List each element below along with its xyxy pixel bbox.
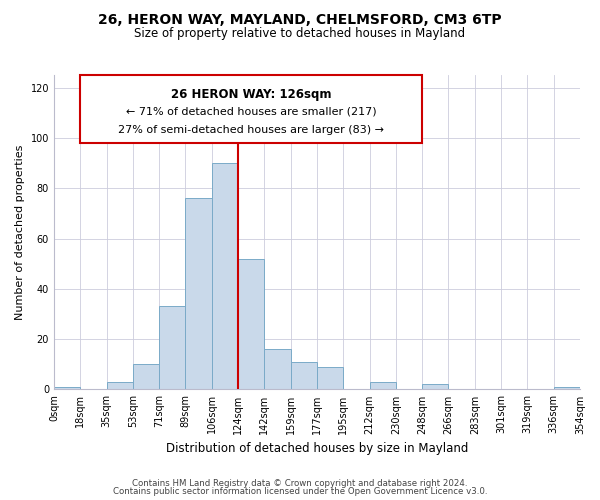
Bar xyxy=(54,387,80,390)
Text: Size of property relative to detached houses in Mayland: Size of property relative to detached ho… xyxy=(134,28,466,40)
Text: 26 HERON WAY: 126sqm: 26 HERON WAY: 126sqm xyxy=(171,88,331,101)
Text: 26, HERON WAY, MAYLAND, CHELMSFORD, CM3 6TP: 26, HERON WAY, MAYLAND, CHELMSFORD, CM3 … xyxy=(98,12,502,26)
Bar xyxy=(238,258,265,390)
Bar xyxy=(159,306,185,390)
Text: ← 71% of detached houses are smaller (217): ← 71% of detached houses are smaller (21… xyxy=(126,106,377,117)
Text: Contains public sector information licensed under the Open Government Licence v3: Contains public sector information licen… xyxy=(113,487,487,496)
Text: 27% of semi-detached houses are larger (83) →: 27% of semi-detached houses are larger (… xyxy=(118,126,384,136)
Bar xyxy=(185,198,212,390)
Bar xyxy=(265,349,290,390)
Bar xyxy=(317,367,343,390)
Y-axis label: Number of detached properties: Number of detached properties xyxy=(15,144,25,320)
Bar xyxy=(554,387,580,390)
Bar xyxy=(422,384,448,390)
Bar xyxy=(370,382,396,390)
FancyBboxPatch shape xyxy=(80,75,422,143)
Bar xyxy=(107,382,133,390)
Bar xyxy=(133,364,159,390)
Bar xyxy=(290,362,317,390)
Text: Contains HM Land Registry data © Crown copyright and database right 2024.: Contains HM Land Registry data © Crown c… xyxy=(132,478,468,488)
Bar xyxy=(212,163,238,390)
X-axis label: Distribution of detached houses by size in Mayland: Distribution of detached houses by size … xyxy=(166,442,468,455)
